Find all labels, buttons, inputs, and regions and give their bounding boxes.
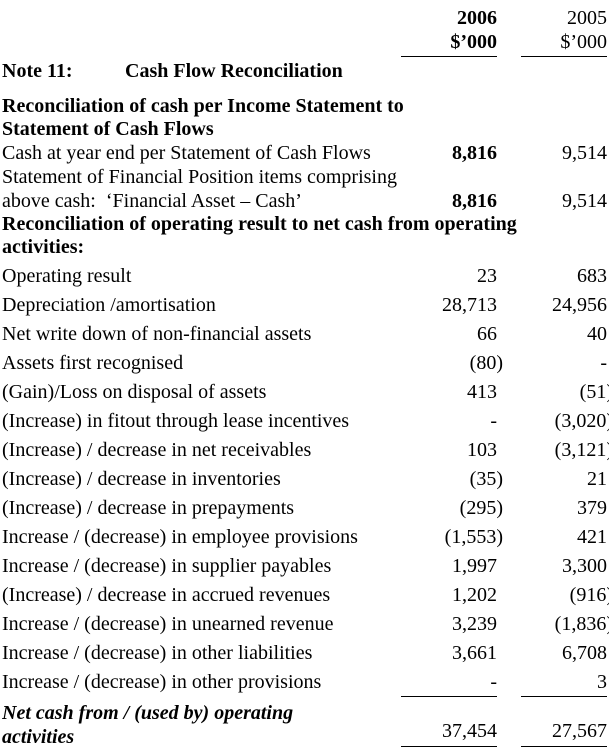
row-label: Increase / (decrease) in unearned revenu… <box>2 613 334 635</box>
value-2006: 28,713 <box>442 294 497 316</box>
section-heading-line: Statement of Cash Flows <box>2 118 214 140</box>
value-2005: 9,514 <box>562 190 607 212</box>
section-heading-line: Reconciliation of cash per Income Statem… <box>2 95 404 117</box>
value-2006: 66 <box>477 323 497 345</box>
table-row: above cash: ‘Financial Asset – Cash’ 8,8… <box>2 189 607 213</box>
value-2006: 1,202 <box>452 584 497 606</box>
row-label: (Increase) / decrease in accrued revenue… <box>2 584 331 606</box>
value-2006: - <box>490 410 497 432</box>
note-title-row: Note 11: Cash Flow Reconciliation <box>2 59 607 83</box>
value-2006: 23 <box>477 265 497 287</box>
value-2006: 103 <box>467 439 497 461</box>
row-label: (Increase) / decrease in prepayments <box>2 497 295 519</box>
table-row: Increase / (decrease) in employee provis… <box>2 525 607 549</box>
note-number-label: Note 11: <box>2 60 73 82</box>
row-label: (Increase) in fitout through lease incen… <box>2 410 350 432</box>
total-row: Net cash from / (used by) operating acti… <box>2 701 607 747</box>
total-label: Net cash from / (used by) operating acti… <box>2 701 401 747</box>
table-row: Operating result 23 683 <box>2 264 607 288</box>
total-value-2005: 27,567 <box>521 719 607 747</box>
row-label: Increase / (decrease) in employee provis… <box>2 526 358 548</box>
value-2005: 24,956 <box>552 294 607 316</box>
value-2006: - <box>401 670 497 697</box>
table-row: Statement of Financial Position items co… <box>2 165 607 189</box>
row-label: Increase / (decrease) in other liabiliti… <box>2 642 313 664</box>
note-title: Cash Flow Reconciliation <box>125 60 343 82</box>
row-label: Increase / (decrease) in supplier payabl… <box>2 555 332 577</box>
value-2005: (916) <box>569 584 609 606</box>
row-label: Statement of Financial Position items co… <box>2 166 397 188</box>
table-row: (Increase) in fitout through lease incen… <box>2 409 609 433</box>
value-2005: (3,020) <box>554 410 609 432</box>
value-2005: 3,300 <box>562 555 607 577</box>
column-units-2006: $’000 <box>401 30 497 57</box>
value-2005: 683 <box>577 265 607 287</box>
table-row: Depreciation /amortisation 28,713 24,956 <box>2 293 607 317</box>
column-units-header-row: $’000 $’000 <box>2 30 607 57</box>
column-year-header-row: 2006 2005 <box>2 6 607 30</box>
value-2006: 1,997 <box>452 555 497 577</box>
row-label: (Increase) / decrease in net receivables <box>2 439 312 461</box>
column-header-2005: 2005 <box>567 7 607 29</box>
value-2005: 379 <box>577 497 607 519</box>
section-heading-line: activities: <box>2 236 85 258</box>
value-2006: 413 <box>467 381 497 403</box>
row-label: Net write down of non-financial assets <box>2 323 312 345</box>
row-label: (Increase) / decrease in inventories <box>2 468 281 490</box>
total-value-2006: 37,454 <box>401 719 497 747</box>
value-2006: (80) <box>469 352 503 374</box>
table-row: (Increase) / decrease in accrued revenue… <box>2 583 609 607</box>
value-2006: 8,816 <box>452 190 497 212</box>
row-label: Depreciation /amortisation <box>2 294 216 316</box>
value-2006: (1,553) <box>444 526 503 548</box>
row-label: above cash: ‘Financial Asset – Cash’ <box>2 190 302 212</box>
table-row: Increase / (decrease) in unearned revenu… <box>2 612 609 636</box>
value-2005: 40 <box>587 323 607 345</box>
value-2005: 3 <box>521 670 607 697</box>
section-heading-operating-reconciliation: Reconciliation of operating result to ne… <box>2 213 607 259</box>
value-2005: 21 <box>587 468 607 490</box>
row-label: (Gain)/Loss on disposal of assets <box>2 381 267 403</box>
value-2006: 3,239 <box>452 613 497 635</box>
value-2006: 3,661 <box>452 642 497 664</box>
table-row: Increase / (decrease) in supplier payabl… <box>2 554 607 578</box>
row-label: Cash at year end per Statement of Cash F… <box>2 142 371 164</box>
value-2006: 8,816 <box>452 142 497 164</box>
value-2005: (1,836) <box>554 613 609 635</box>
row-label: Operating result <box>2 265 132 287</box>
section-heading-line: Reconciliation of operating result to ne… <box>2 213 517 235</box>
total-label-line: activities <box>2 726 75 747</box>
value-2006 <box>401 165 497 189</box>
value-2005: (51) <box>579 381 609 403</box>
value-2005: 421 <box>577 526 607 548</box>
table-row: Net write down of non-financial assets 6… <box>2 322 607 346</box>
value-2005: 6,708 <box>562 642 607 664</box>
value-2006: (295) <box>459 497 503 519</box>
table-row: Increase / (decrease) in other provision… <box>2 670 607 697</box>
value-2005: (3,121) <box>554 439 609 461</box>
column-header-2006: 2006 <box>457 7 497 29</box>
section-heading-cash-reconciliation: Reconciliation of cash per Income Statem… <box>2 95 607 141</box>
table-row: (Increase) / decrease in net receivables… <box>2 438 609 462</box>
table-row: (Increase) / decrease in inventories (35… <box>2 467 607 491</box>
table-row: (Gain)/Loss on disposal of assets 413 (5… <box>2 380 609 404</box>
column-units-2005: $’000 <box>521 30 607 57</box>
total-label-line: Net cash from / (used by) operating <box>2 702 294 724</box>
row-label: Assets first recognised <box>2 352 184 374</box>
value-2005 <box>521 165 607 189</box>
row-label: Increase / (decrease) in other provision… <box>2 671 322 693</box>
value-2005: 9,514 <box>562 142 607 164</box>
table-row: Cash at year end per Statement of Cash F… <box>2 141 607 165</box>
table-row: (Increase) / decrease in prepayments (29… <box>2 496 607 520</box>
table-row: Increase / (decrease) in other liabiliti… <box>2 641 607 665</box>
value-2005: - <box>600 352 607 374</box>
table-row: Assets first recognised (80) - <box>2 351 607 375</box>
value-2006: (35) <box>469 468 503 490</box>
